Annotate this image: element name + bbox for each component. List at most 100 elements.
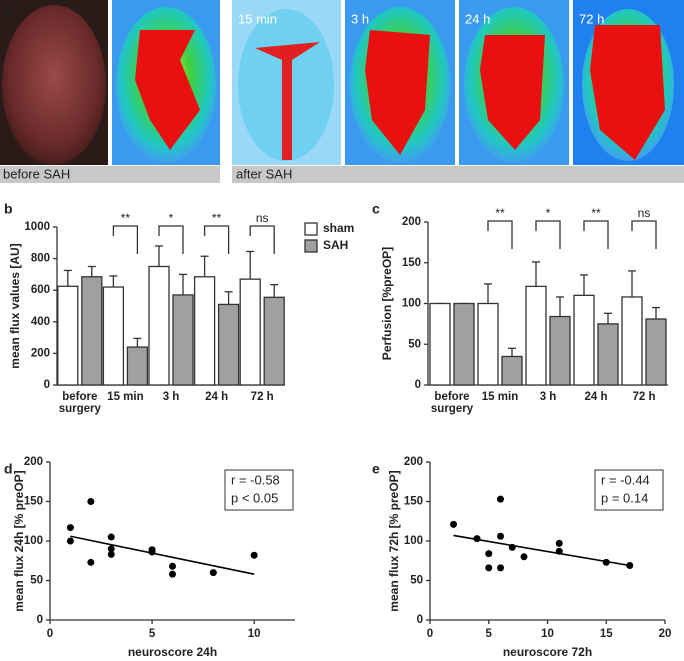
x-tick-label: 5 [149, 628, 156, 640]
x-axis-label: neuroscore 24h [128, 645, 217, 659]
point [450, 520, 457, 528]
y-tick-label: 50 [410, 575, 423, 587]
bar [148, 265, 170, 386]
y-tick-label: 50 [408, 338, 421, 350]
point [107, 533, 115, 541]
y-tick-label: 400 [31, 316, 50, 328]
significance-label: ns [638, 206, 651, 220]
y-tick-label: 200 [404, 456, 423, 468]
point [485, 550, 493, 558]
time-label: 72 h [579, 11, 604, 26]
point [497, 532, 504, 540]
bar [263, 296, 285, 386]
stats-text: p < 0.05 [231, 490, 278, 505]
significance-bracket [487, 220, 513, 249]
y-tick-label: 0 [417, 614, 423, 626]
point [66, 537, 74, 545]
x-tick-label: 10 [248, 628, 261, 640]
bar [172, 294, 194, 386]
y-tick-label: 150 [24, 496, 43, 508]
x-tick-label: 15 min [107, 391, 144, 403]
y-tick-label: 1000 [24, 221, 50, 233]
bar [429, 302, 451, 386]
y-axis-label: mean flux values [AU] [8, 243, 22, 368]
x-tick-label: 10 [541, 628, 554, 640]
x-tick-label: 72 h [632, 391, 656, 403]
point [520, 553, 528, 561]
y-tick-label: 0 [415, 379, 421, 391]
point [250, 551, 258, 559]
x-tick-label: 3 h [539, 391, 557, 403]
significance-label: ** [591, 206, 601, 220]
y-tick-label: 100 [404, 535, 423, 547]
group-label: before SAH [3, 166, 70, 181]
y-tick-label: 200 [24, 456, 43, 468]
x-tick-label: 3 h [162, 391, 180, 403]
bar [501, 355, 523, 386]
significance-bracket [112, 225, 139, 254]
y-tick-label: 150 [402, 257, 421, 269]
significance-label: ** [212, 211, 222, 225]
x-tick-label: before surgery [430, 391, 474, 415]
bar [126, 346, 149, 386]
point [169, 562, 176, 570]
group-label: after SAH [236, 166, 292, 181]
x-tick-label: 5 [486, 628, 493, 640]
bar [621, 296, 643, 386]
panel-label: a [4, 1, 12, 17]
bar [645, 318, 667, 386]
x-tick-label: 20 [659, 628, 672, 640]
y-axis-label: mean flux 24h [% preOP] [12, 470, 26, 611]
time-label: 3 h [351, 11, 369, 26]
panel-label: b [4, 201, 13, 217]
bar [102, 286, 125, 386]
bar [239, 278, 261, 386]
significance-bracket [631, 220, 657, 249]
stats-text: r = -0.44 [601, 472, 650, 487]
y-tick-label: 100 [24, 535, 43, 547]
legend-swatch [304, 222, 318, 236]
bar [477, 302, 499, 386]
bar [217, 303, 240, 386]
x-tick-label: 24 h [205, 391, 229, 403]
fit-line [453, 534, 630, 567]
stats-text: r = -0.58 [231, 472, 280, 487]
significance-bracket [249, 225, 275, 254]
significance-label: ns [256, 211, 269, 225]
bar [81, 276, 103, 386]
point [485, 564, 493, 572]
x-tick-label: before surgery [58, 391, 101, 415]
bar [549, 315, 571, 386]
point [107, 550, 115, 558]
panel-label: d [4, 461, 13, 477]
x-tick-label: 15 min [481, 391, 519, 403]
bar [57, 285, 79, 386]
y-axis-label: mean flux 72h [% preOP] [387, 470, 401, 611]
y-tick-label: 50 [30, 575, 43, 587]
point [87, 558, 95, 566]
point [87, 498, 95, 505]
panel-a-images [0, 0, 684, 183]
x-tick-label: 72 h [250, 391, 274, 403]
bar [193, 276, 216, 386]
stats-box [224, 469, 294, 511]
significance-label: ** [121, 211, 131, 225]
legend-label: SAH [323, 238, 348, 252]
y-tick-label: 600 [31, 284, 50, 296]
x-tick-label: 24 h [584, 391, 608, 403]
panel-label: e [372, 461, 380, 477]
time-label: 24 h [465, 11, 490, 26]
significance-label: ** [495, 206, 505, 220]
stats-text: p = 0.14 [601, 490, 648, 505]
point [209, 569, 217, 577]
bar [525, 285, 547, 386]
y-tick-label: 800 [31, 253, 50, 265]
panel-label: c [372, 201, 380, 217]
point [497, 564, 504, 572]
bar [597, 323, 619, 386]
x-tick-label: 15 [600, 628, 613, 640]
legend-swatch [304, 239, 318, 253]
point [169, 570, 176, 578]
point [555, 539, 563, 547]
